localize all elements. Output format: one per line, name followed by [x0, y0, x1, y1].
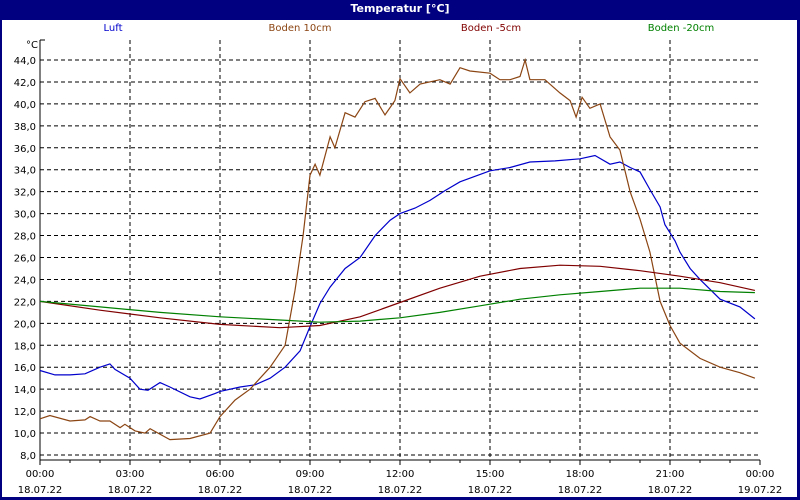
y-tick-label: 34,0 [14, 166, 36, 177]
x-tick-date: 18.07.22 [198, 485, 243, 496]
series-boden-20cm [39, 287, 755, 323]
y-tick-label: 40,0 [14, 100, 36, 111]
series-boden-5cm [39, 264, 756, 329]
y-tick-label: 44,0 [14, 56, 36, 67]
x-tick-date: 18.07.22 [648, 485, 693, 496]
x-tick-time: 12:00 [386, 469, 415, 480]
legend-item: Boden -20cm [647, 23, 715, 34]
y-tick-label: 10,0 [14, 429, 36, 440]
x-tick-time: 09:00 [296, 469, 325, 480]
y-tick-label: 42,0 [14, 78, 36, 89]
x-tick-date: 18.07.22 [108, 485, 153, 496]
x-tick-time: 06:00 [206, 469, 235, 480]
x-tick-time: 21:00 [656, 469, 685, 480]
y-tick-label: 20,0 [14, 319, 36, 330]
y-tick-label: 24,0 [14, 275, 36, 286]
y-tick-label: 14,0 [14, 385, 36, 396]
legend-item: Luft [103, 23, 123, 34]
x-tick-time: 18:00 [566, 469, 595, 480]
y-tick-label: 38,0 [14, 122, 36, 133]
x-tick-date: 18.07.22 [558, 485, 603, 496]
y-tick-label: 16,0 [14, 363, 36, 374]
y-tick-label: 12,0 [14, 407, 36, 418]
x-tick-time: 00:00 [26, 469, 55, 480]
series-boden-10cm [39, 57, 756, 441]
legend-item: Boden -5cm [460, 23, 522, 34]
y-tick-label: 36,0 [14, 144, 36, 155]
y-tick-label: 30,0 [14, 210, 36, 221]
y-tick-label: 28,0 [14, 232, 36, 243]
y-axis-unit: °C [26, 40, 38, 51]
series-luft [39, 154, 756, 400]
x-tick-date: 19.07.22 [738, 485, 783, 496]
y-tick-label: 22,0 [14, 297, 36, 308]
window-title: Temperatur [°C] [350, 2, 450, 15]
x-tick-date: 18.07.22 [468, 485, 513, 496]
y-tick-label: 26,0 [14, 254, 36, 265]
x-tick-time: 03:00 [116, 469, 145, 480]
x-tick-date: 18.07.22 [288, 485, 333, 496]
y-tick-label: 32,0 [14, 188, 36, 199]
x-tick-time: 15:00 [476, 469, 505, 480]
y-tick-label: 18,0 [14, 341, 36, 352]
legend-item: Boden 10cm [268, 23, 332, 34]
x-tick-time: 00:00 [746, 469, 775, 480]
x-tick-date: 18.07.22 [378, 485, 423, 496]
y-tick-label: 8,0 [20, 451, 36, 462]
x-tick-date: 18.07.22 [18, 485, 63, 496]
